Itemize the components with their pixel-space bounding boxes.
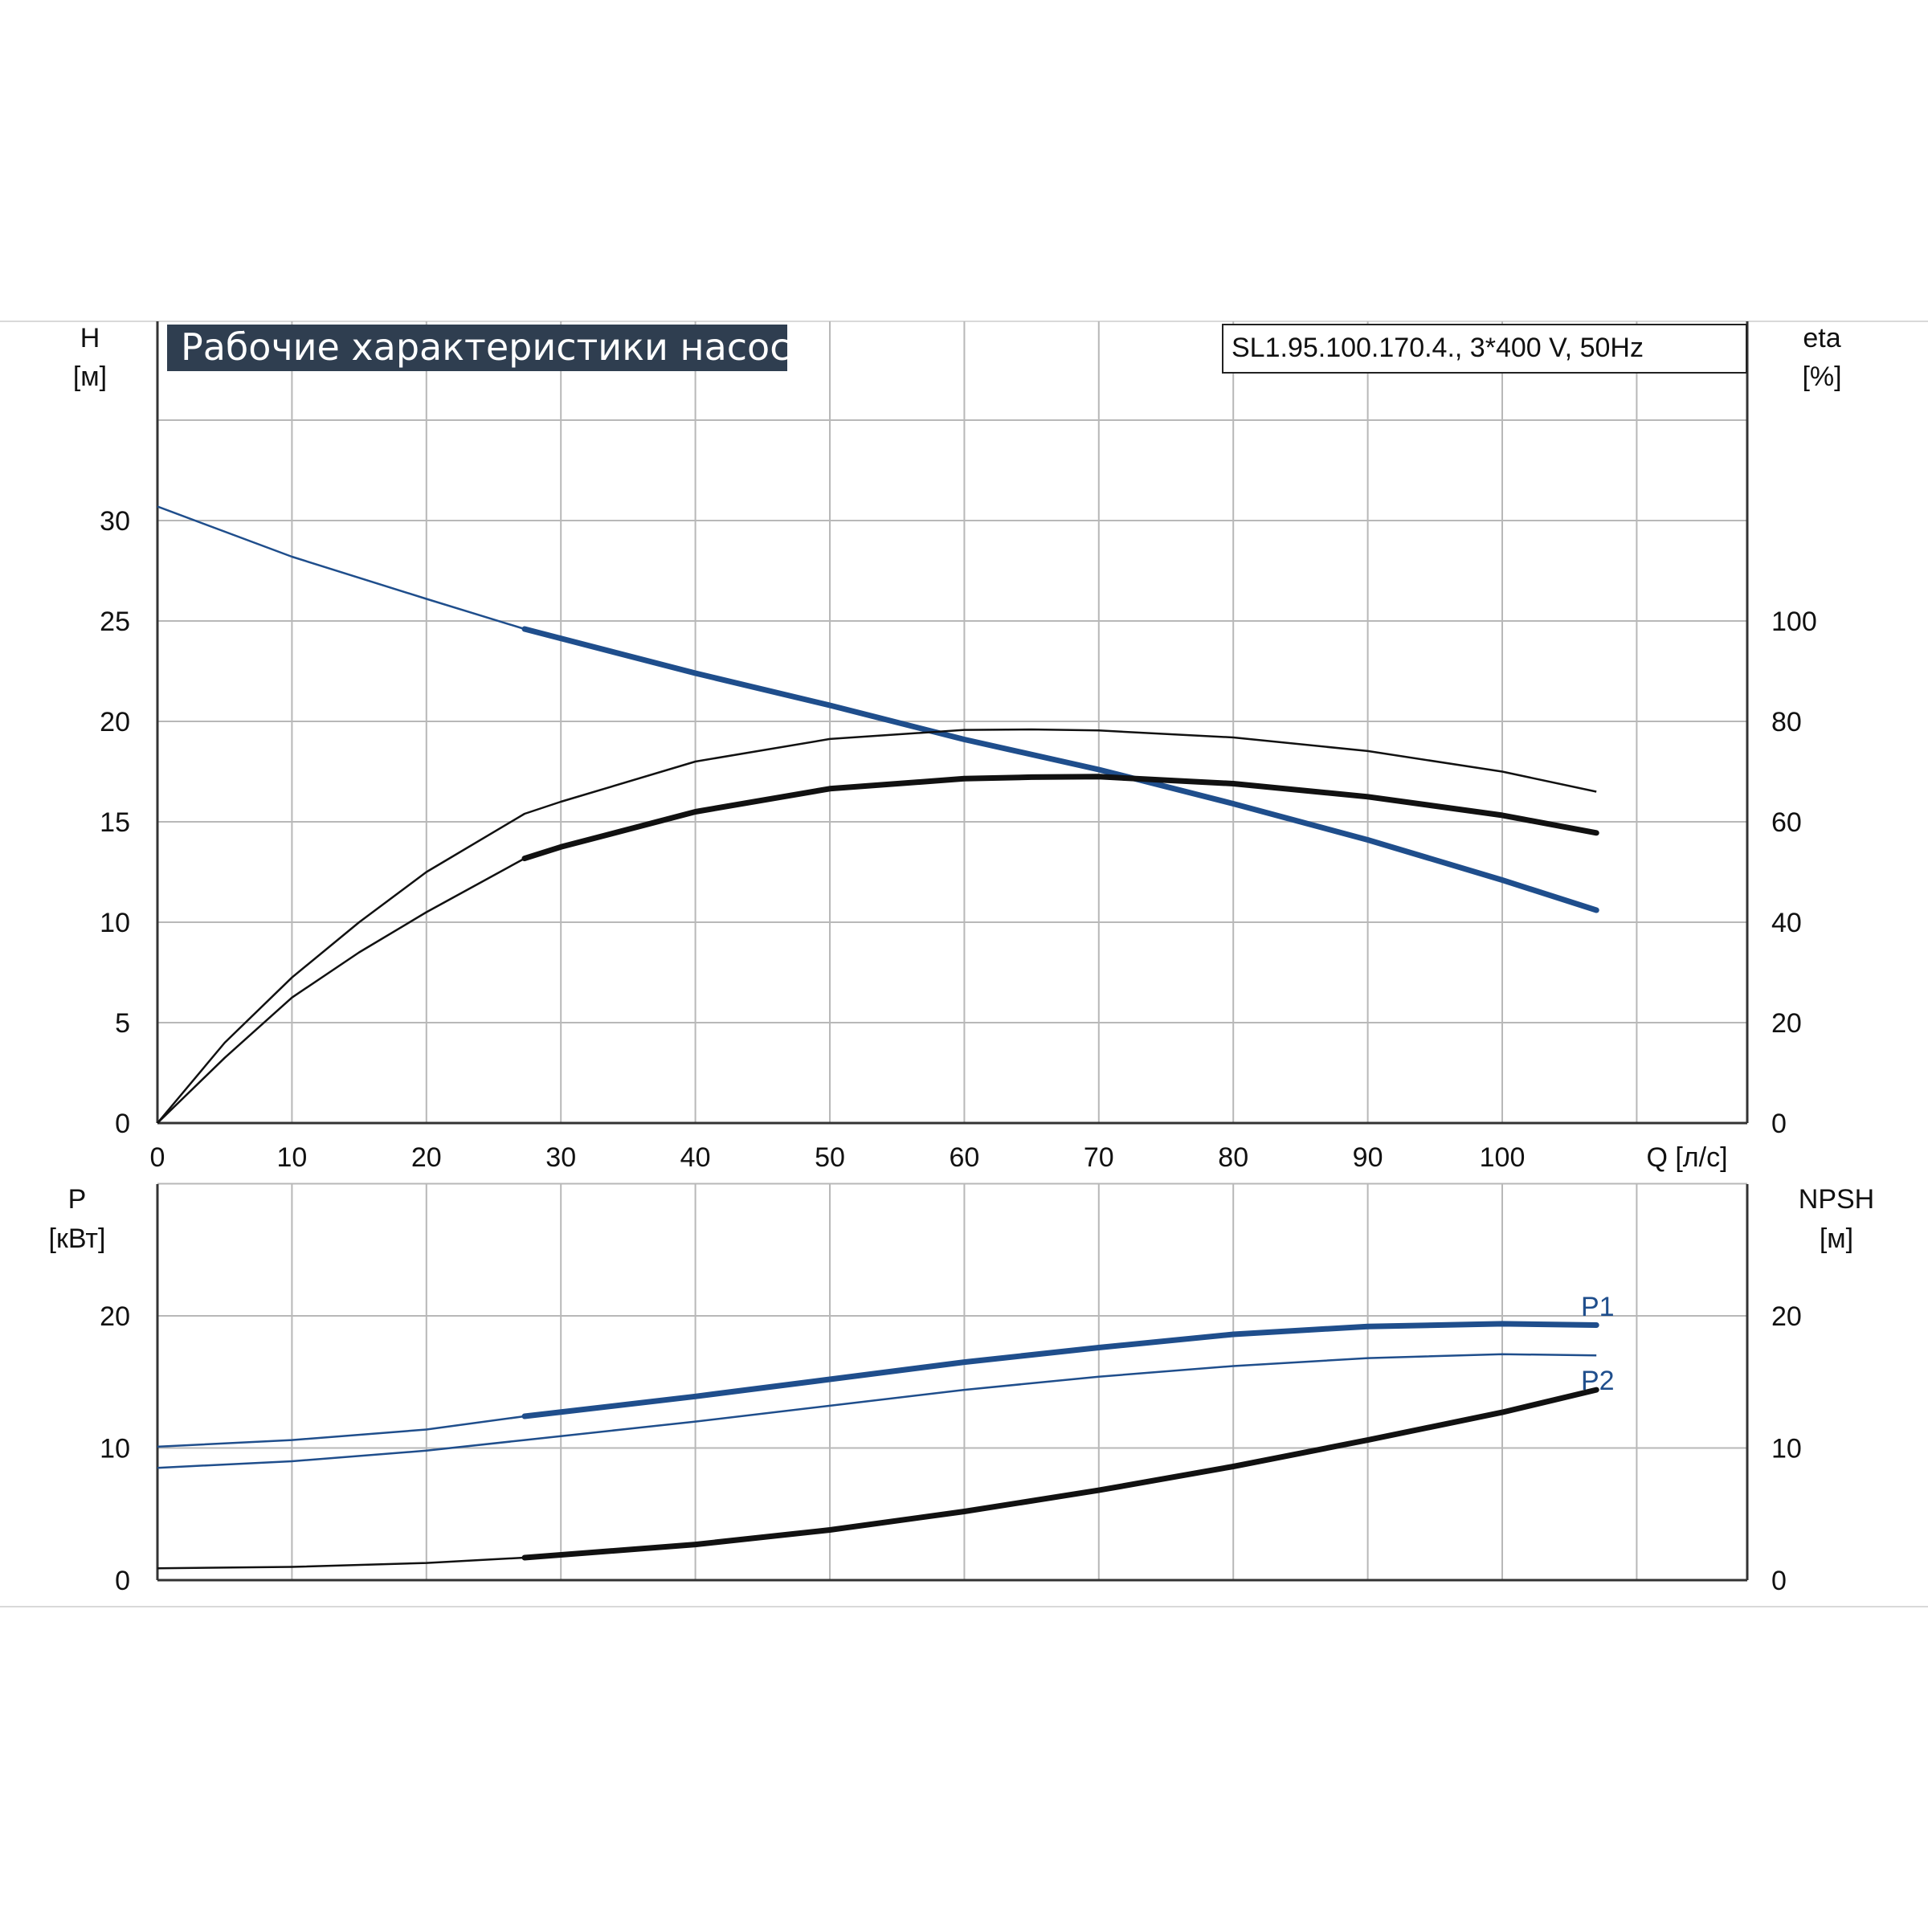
lower-series-0-operating-range	[525, 1324, 1596, 1416]
lower-series	[157, 1324, 1596, 1568]
h-tick-label: 15	[100, 807, 130, 838]
upper-series-0-operating-range	[525, 629, 1596, 910]
model-label: SL1.95.100.170.4., 3*400 V, 50Hz	[1232, 333, 1644, 363]
upper-series-1-line	[157, 729, 1596, 1123]
npsh-tick-label: 20	[1771, 1301, 1802, 1332]
x-tick-label: 50	[815, 1142, 845, 1173]
lower-series-2-line	[157, 1390, 1596, 1568]
eta-axis-label: eta	[1803, 323, 1840, 353]
p-axis-unit: [кВт]	[49, 1223, 106, 1254]
eta-tick-label: 0	[1771, 1109, 1787, 1139]
npsh-axis-unit: [м]	[1820, 1223, 1853, 1254]
eta-axis-unit: [%]	[1802, 361, 1841, 392]
lower-series-2-operating-range	[525, 1390, 1596, 1558]
x-tick-label: 100	[1480, 1142, 1526, 1173]
x-tick-label: 40	[680, 1142, 711, 1173]
lower-grid	[157, 1184, 1747, 1581]
upper-series-2-line	[157, 777, 1596, 1123]
upper-series-0-line	[157, 507, 1596, 911]
eta-tick-label: 100	[1771, 607, 1817, 637]
h-tick-label: 30	[100, 506, 130, 537]
eta-tick-label: 80	[1771, 707, 1802, 737]
npsh-tick-label: 10	[1771, 1434, 1802, 1464]
h-axis-label: H	[80, 323, 100, 353]
h-tick-label: 5	[115, 1008, 130, 1039]
p-tick-label: 0	[115, 1566, 130, 1596]
x-tick-label: 20	[411, 1142, 442, 1173]
eta-tick-label: 20	[1771, 1008, 1802, 1039]
h-tick-label: 20	[100, 707, 130, 737]
x-tick-label: 70	[1084, 1142, 1114, 1173]
h-tick-label: 25	[100, 607, 130, 637]
upper-series	[157, 506, 1596, 1123]
x-tick-label: 90	[1353, 1142, 1383, 1173]
q-axis-label: Q [л/с]	[1646, 1142, 1727, 1173]
eta-tick-label: 60	[1771, 807, 1802, 838]
upper-series-2-operating-range	[525, 777, 1596, 859]
p-axis-label: P	[68, 1184, 87, 1215]
p-tick-label: 20	[100, 1301, 130, 1332]
x-tick-label: 10	[276, 1142, 307, 1173]
x-tick-label: 0	[150, 1142, 165, 1173]
x-tick-label: 30	[545, 1142, 576, 1173]
eta-tick-label: 40	[1771, 908, 1802, 938]
p-tick-label: 10	[100, 1434, 130, 1464]
x-tick-label: 80	[1218, 1142, 1248, 1173]
lower-series-0-line	[157, 1324, 1596, 1447]
h-axis-unit: [м]	[73, 361, 107, 392]
x-tick-label: 60	[949, 1142, 979, 1173]
p2-series-label: P2	[1581, 1366, 1615, 1396]
h-tick-label: 0	[115, 1109, 130, 1139]
npsh-axis-label: NPSH	[1799, 1184, 1874, 1215]
npsh-tick-label: 0	[1771, 1566, 1787, 1596]
chart-title: Рабочие характеристики насоса	[181, 325, 813, 369]
h-tick-label: 10	[100, 908, 130, 938]
upper-grid	[157, 321, 1747, 1123]
p1-series-label: P1	[1581, 1292, 1615, 1322]
